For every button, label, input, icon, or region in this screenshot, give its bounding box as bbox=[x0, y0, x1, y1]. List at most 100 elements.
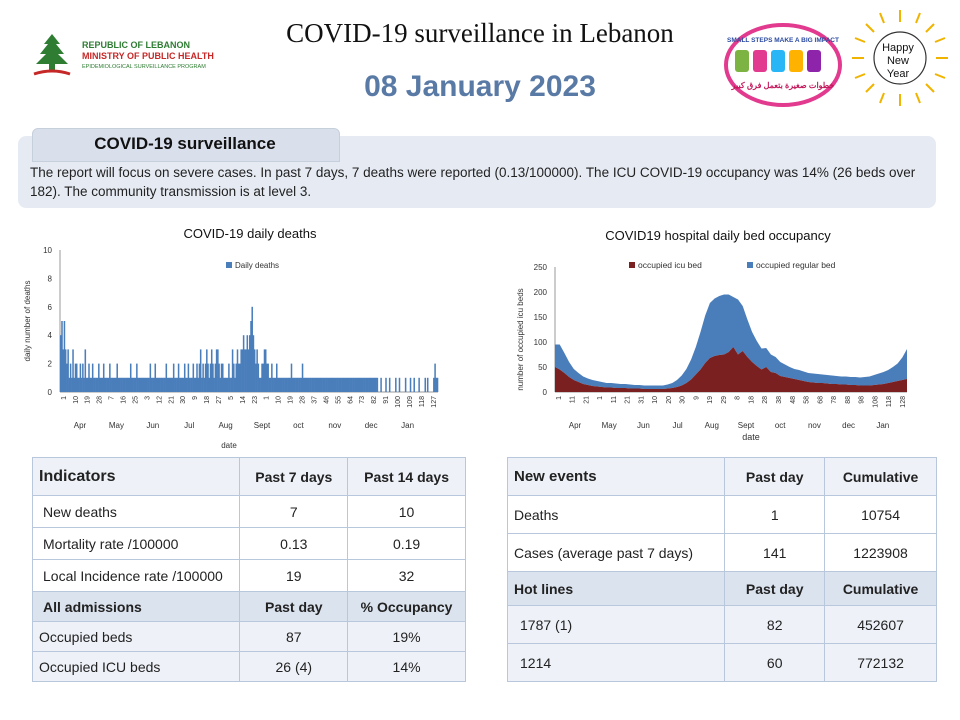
x-tick-label: 16 bbox=[121, 396, 128, 404]
bar bbox=[62, 349, 64, 392]
bar bbox=[134, 377, 137, 392]
bar bbox=[271, 363, 273, 392]
bar bbox=[253, 349, 256, 392]
bar bbox=[328, 377, 331, 392]
new-events-header: New events bbox=[506, 457, 726, 496]
bar bbox=[114, 377, 116, 392]
x-tick-label: 5 bbox=[228, 396, 235, 400]
bar bbox=[413, 377, 415, 392]
bar bbox=[291, 377, 294, 392]
bar bbox=[435, 377, 438, 392]
bar bbox=[122, 377, 125, 392]
x-tick-label: 21 bbox=[168, 396, 175, 404]
bar bbox=[88, 363, 90, 392]
cell-value: 1223908 bbox=[824, 533, 937, 572]
bar bbox=[185, 377, 187, 392]
hotlines-header: Hot lines bbox=[506, 571, 726, 606]
bar bbox=[252, 335, 255, 392]
bar bbox=[160, 377, 163, 392]
x-tick-label: 73 bbox=[359, 396, 366, 404]
x-tick-label: 37 bbox=[311, 396, 318, 404]
bar bbox=[68, 377, 71, 392]
admissions-header: All admissions bbox=[31, 591, 241, 622]
bar bbox=[90, 377, 93, 392]
x-tick-label: 55 bbox=[335, 396, 342, 404]
x-tick-label: 18 bbox=[748, 396, 755, 404]
bar bbox=[170, 377, 172, 392]
x-tick-label: 23 bbox=[252, 396, 259, 404]
row-label: 1214 bbox=[506, 643, 726, 682]
bar bbox=[395, 377, 397, 392]
bar bbox=[159, 377, 161, 392]
bar bbox=[273, 377, 276, 392]
table-row: New deaths 7 10 bbox=[31, 495, 466, 528]
bar bbox=[371, 377, 374, 392]
bar bbox=[100, 377, 103, 392]
bar bbox=[181, 377, 184, 392]
bar bbox=[121, 377, 123, 392]
bar bbox=[295, 377, 298, 392]
bar bbox=[171, 377, 174, 392]
bar bbox=[436, 377, 439, 392]
cell-value: 0.19 bbox=[347, 527, 466, 560]
row-label: Occupied beds bbox=[31, 621, 241, 652]
bar bbox=[372, 377, 375, 392]
month-label: Jun bbox=[637, 421, 650, 430]
bar bbox=[128, 377, 131, 392]
bar bbox=[424, 377, 427, 392]
bar bbox=[110, 377, 112, 392]
y-tick-label: 150 bbox=[534, 313, 548, 322]
bar bbox=[290, 363, 293, 392]
y-tick-label: 4 bbox=[48, 331, 53, 340]
bar bbox=[307, 377, 310, 392]
bar bbox=[201, 377, 203, 392]
legend-swatch bbox=[226, 262, 232, 268]
row-label: Deaths bbox=[506, 495, 726, 534]
bar bbox=[303, 377, 305, 392]
bar bbox=[219, 377, 222, 392]
bar bbox=[274, 377, 277, 392]
bar bbox=[208, 377, 211, 392]
month-label: Apr bbox=[74, 421, 87, 430]
bar bbox=[369, 377, 371, 392]
cell-value: 772132 bbox=[824, 643, 937, 682]
legend-label: occupied icu bed bbox=[638, 260, 702, 270]
bar bbox=[272, 377, 274, 392]
bar bbox=[229, 377, 231, 392]
bar bbox=[104, 377, 106, 392]
ministry-line-2: MINISTRY OF PUBLIC HEALTH bbox=[82, 51, 214, 61]
bar bbox=[137, 377, 139, 392]
bar bbox=[262, 363, 265, 392]
bar bbox=[360, 377, 363, 392]
cell-value: 7 bbox=[239, 495, 349, 528]
bar bbox=[301, 363, 304, 392]
bar bbox=[361, 377, 364, 392]
bar bbox=[321, 377, 323, 392]
indicators-table: Indicators Past 7 days Past 14 days New … bbox=[31, 457, 466, 682]
bar bbox=[318, 377, 321, 392]
bar bbox=[203, 377, 206, 392]
bar bbox=[261, 363, 263, 392]
row-label: Local Incidence rate /100000 bbox=[31, 559, 241, 592]
bar bbox=[228, 363, 230, 392]
bar bbox=[149, 363, 152, 392]
bar bbox=[310, 377, 312, 392]
y-axis-label: daily number of deaths bbox=[23, 281, 32, 362]
x-tick-label: 19 bbox=[707, 396, 714, 404]
bar bbox=[195, 377, 197, 392]
bar bbox=[214, 363, 217, 392]
bar bbox=[64, 349, 67, 392]
month-label: Jun bbox=[146, 421, 159, 430]
bar bbox=[230, 377, 233, 392]
bar bbox=[101, 377, 104, 392]
bar bbox=[385, 377, 387, 392]
y-axis-label: number of occupied icu beds bbox=[516, 288, 525, 390]
row-label: New deaths bbox=[31, 495, 241, 528]
cell-value: 10 bbox=[347, 495, 466, 528]
bar bbox=[69, 363, 72, 392]
bar bbox=[132, 377, 134, 392]
bar bbox=[155, 377, 158, 392]
indicators-header-row: Indicators Past 7 days Past 14 days bbox=[31, 457, 466, 496]
ministry-line-3: EPIDEMIOLOGICAL SURVEILLANCE PROGRAM bbox=[82, 64, 206, 70]
